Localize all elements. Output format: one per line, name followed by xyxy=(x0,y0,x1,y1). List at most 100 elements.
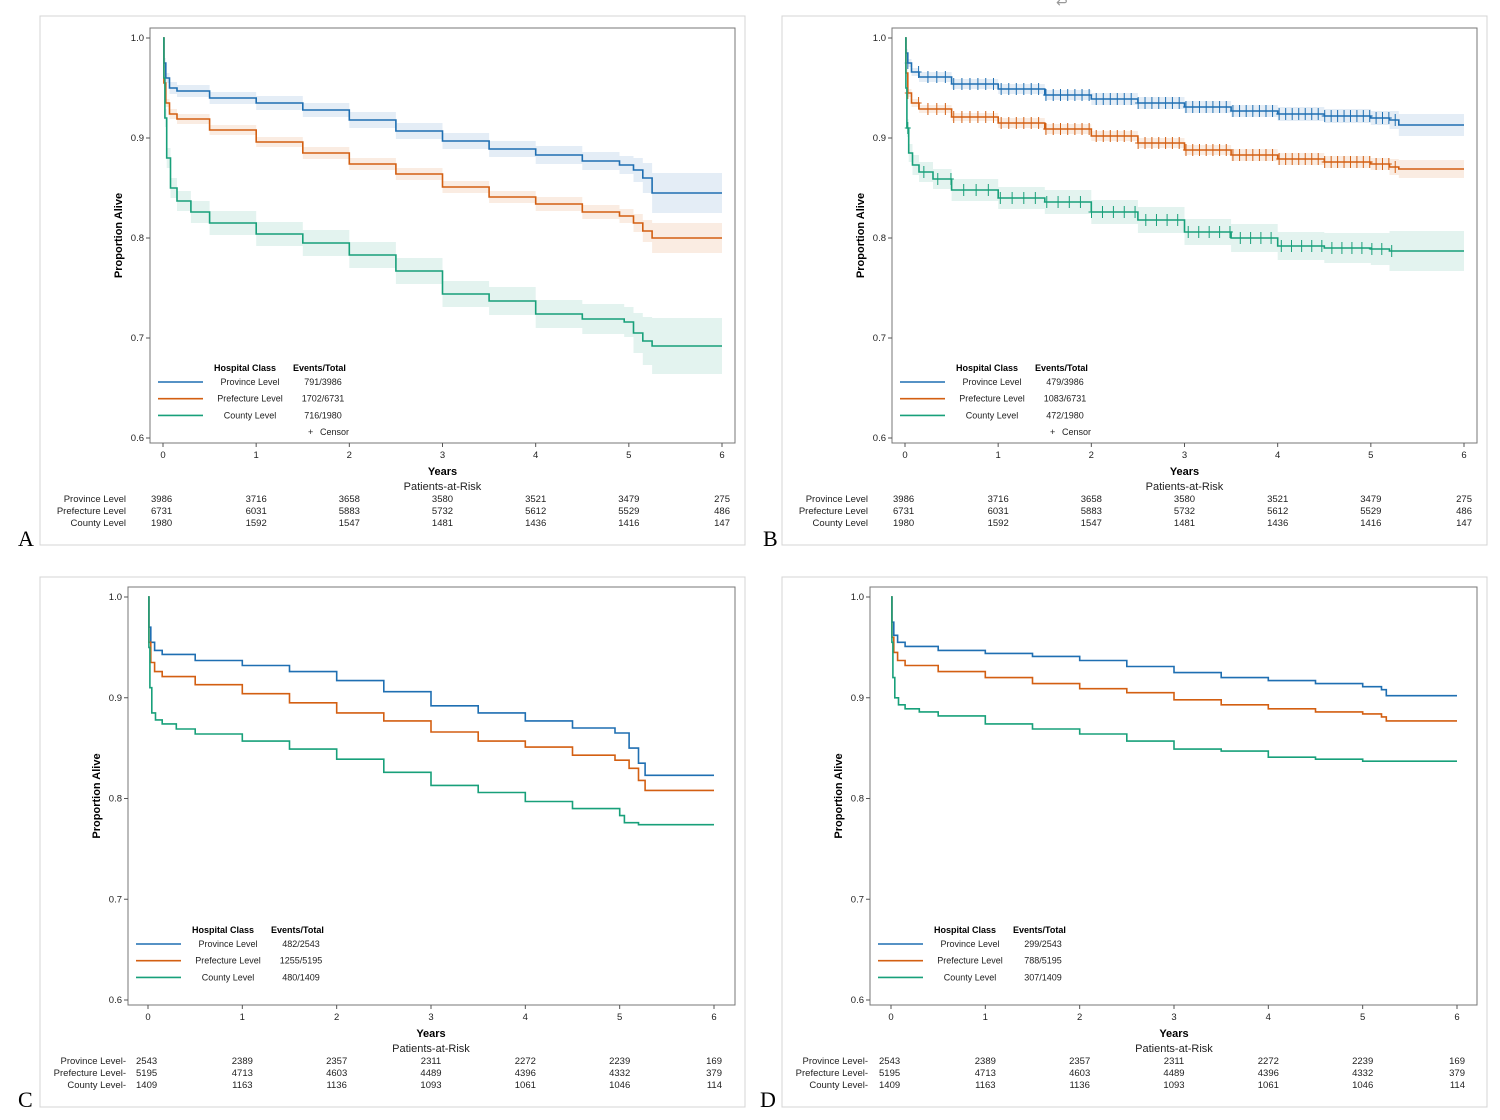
censor-mark xyxy=(1308,108,1315,120)
stray-mark: ↩ xyxy=(1056,0,1068,10)
y-tick-label: 0.7 xyxy=(851,894,864,905)
censor-mark xyxy=(1347,156,1354,168)
censor-mark xyxy=(947,173,954,185)
censor-mark xyxy=(1148,97,1155,109)
censor-mark xyxy=(933,71,940,83)
risk-value: 1481 xyxy=(1174,518,1195,529)
ci-band-province xyxy=(163,38,722,213)
censor-mark xyxy=(1153,214,1160,226)
censor-mark xyxy=(1079,123,1086,135)
risk-value: 2357 xyxy=(1069,1056,1090,1067)
x-axis-title: Years xyxy=(1170,466,1199,478)
legend-events: 1255/5195 xyxy=(280,956,323,966)
legend-events: 472/1980 xyxy=(1046,410,1084,420)
risk-value: 1163 xyxy=(232,1080,252,1091)
panel-frame xyxy=(781,576,1488,1108)
risk-value: 147 xyxy=(1456,518,1472,529)
censor-mark xyxy=(1050,123,1057,135)
legend-censor-symbol: + xyxy=(308,427,313,437)
risk-value: 5883 xyxy=(1081,506,1102,517)
censor-mark xyxy=(1262,149,1269,161)
censor-mark xyxy=(958,78,965,90)
panel-frame xyxy=(39,15,746,546)
x-tick-label: 0 xyxy=(160,450,165,461)
legend-label: County Level xyxy=(224,410,277,420)
censor-mark xyxy=(1249,149,1256,161)
y-axis-title: Proportion Alive xyxy=(113,193,125,278)
panel-a: A 0.6 0.7 0.8 0.9 1.0 0 1 2 3 4 5 6 Proportion Alive Y… xyxy=(0,0,750,560)
legend-label: County Level xyxy=(202,972,255,982)
risk-value: 1416 xyxy=(618,518,639,529)
censor-mark xyxy=(1020,192,1027,204)
risk-value: 2389 xyxy=(232,1056,253,1067)
risk-value: 4489 xyxy=(420,1068,441,1079)
censor-mark xyxy=(982,78,989,90)
risk-value: 5529 xyxy=(618,506,639,517)
legend-events: 791/3986 xyxy=(304,377,342,387)
censor-mark xyxy=(1378,243,1385,255)
censor-mark xyxy=(1057,123,1064,135)
censor-mark xyxy=(934,173,941,185)
censor-mark xyxy=(1366,156,1373,168)
censor-mark xyxy=(1315,108,1322,120)
censor-mark xyxy=(1093,130,1100,142)
risk-value: 4332 xyxy=(1352,1068,1373,1079)
censor-mark xyxy=(1135,137,1142,149)
risk-value: 1163 xyxy=(975,1080,995,1091)
censor-mark xyxy=(1176,97,1183,109)
risk-value: 3479 xyxy=(1360,494,1381,505)
risk-row-label: Prefecture Level xyxy=(57,506,126,517)
censor-mark xyxy=(1020,117,1027,129)
censor-mark xyxy=(1379,158,1386,170)
x-tick-label: 0 xyxy=(902,450,907,461)
censor-mark xyxy=(1071,123,1078,135)
y-tick-label: 1.0 xyxy=(851,592,864,603)
risk-value: 1416 xyxy=(1360,518,1381,529)
censor-mark xyxy=(950,78,957,90)
risk-value: 1409 xyxy=(879,1080,900,1091)
ci-band-prefecture xyxy=(163,38,722,253)
censor-mark xyxy=(1373,112,1380,124)
censor-mark xyxy=(1269,105,1276,117)
x-tick-label: 3 xyxy=(1171,1012,1176,1023)
censor-mark xyxy=(1282,108,1289,120)
y-axis-title: Proportion Alive xyxy=(833,753,845,838)
risk-value: 3716 xyxy=(988,494,1009,505)
y-tick-label: 0.9 xyxy=(109,693,122,704)
censor-mark xyxy=(1229,149,1236,161)
risk-value: 1046 xyxy=(609,1080,630,1091)
censor-mark xyxy=(1077,196,1084,208)
panel-label: C xyxy=(18,1087,33,1112)
x-tick-label: 4 xyxy=(523,1012,528,1023)
risk-row-label: County Level xyxy=(813,518,868,529)
risk-value: 5612 xyxy=(1267,506,1288,517)
censor-mark xyxy=(1114,93,1121,105)
censor-mark xyxy=(1262,105,1269,117)
risk-value: 3521 xyxy=(525,494,546,505)
risk-value: 2389 xyxy=(975,1056,996,1067)
censor-mark xyxy=(1308,240,1315,252)
survival-line-province xyxy=(148,596,714,777)
censor-mark xyxy=(1247,232,1254,244)
x-tick-label: 6 xyxy=(1461,450,1466,461)
legend-label: Province Level xyxy=(962,377,1021,387)
censor-mark xyxy=(1321,156,1328,168)
risk-value: 1980 xyxy=(151,518,172,529)
censor-mark xyxy=(1388,245,1395,257)
risk-row-label: County Level xyxy=(71,518,126,529)
censor-mark xyxy=(1257,232,1264,244)
censor-mark xyxy=(1035,83,1042,95)
legend-header-events: Events/Total xyxy=(271,925,324,935)
censor-mark xyxy=(1295,153,1302,165)
censor-mark xyxy=(1107,130,1114,142)
risk-value: 1980 xyxy=(893,518,914,529)
censor-mark xyxy=(1392,114,1399,126)
risk-value: 3986 xyxy=(893,494,914,505)
km-chart-a: A 0.6 0.7 0.8 0.9 1.0 0 1 2 3 4 5 6 Proportion Alive Y… xyxy=(18,15,746,551)
censor-mark xyxy=(998,83,1005,95)
survival-line-province xyxy=(163,37,722,194)
x-axis-title: Years xyxy=(428,466,457,478)
censor-mark xyxy=(1347,110,1354,122)
censor-mark xyxy=(1315,153,1322,165)
risk-value: 1061 xyxy=(1258,1080,1279,1091)
